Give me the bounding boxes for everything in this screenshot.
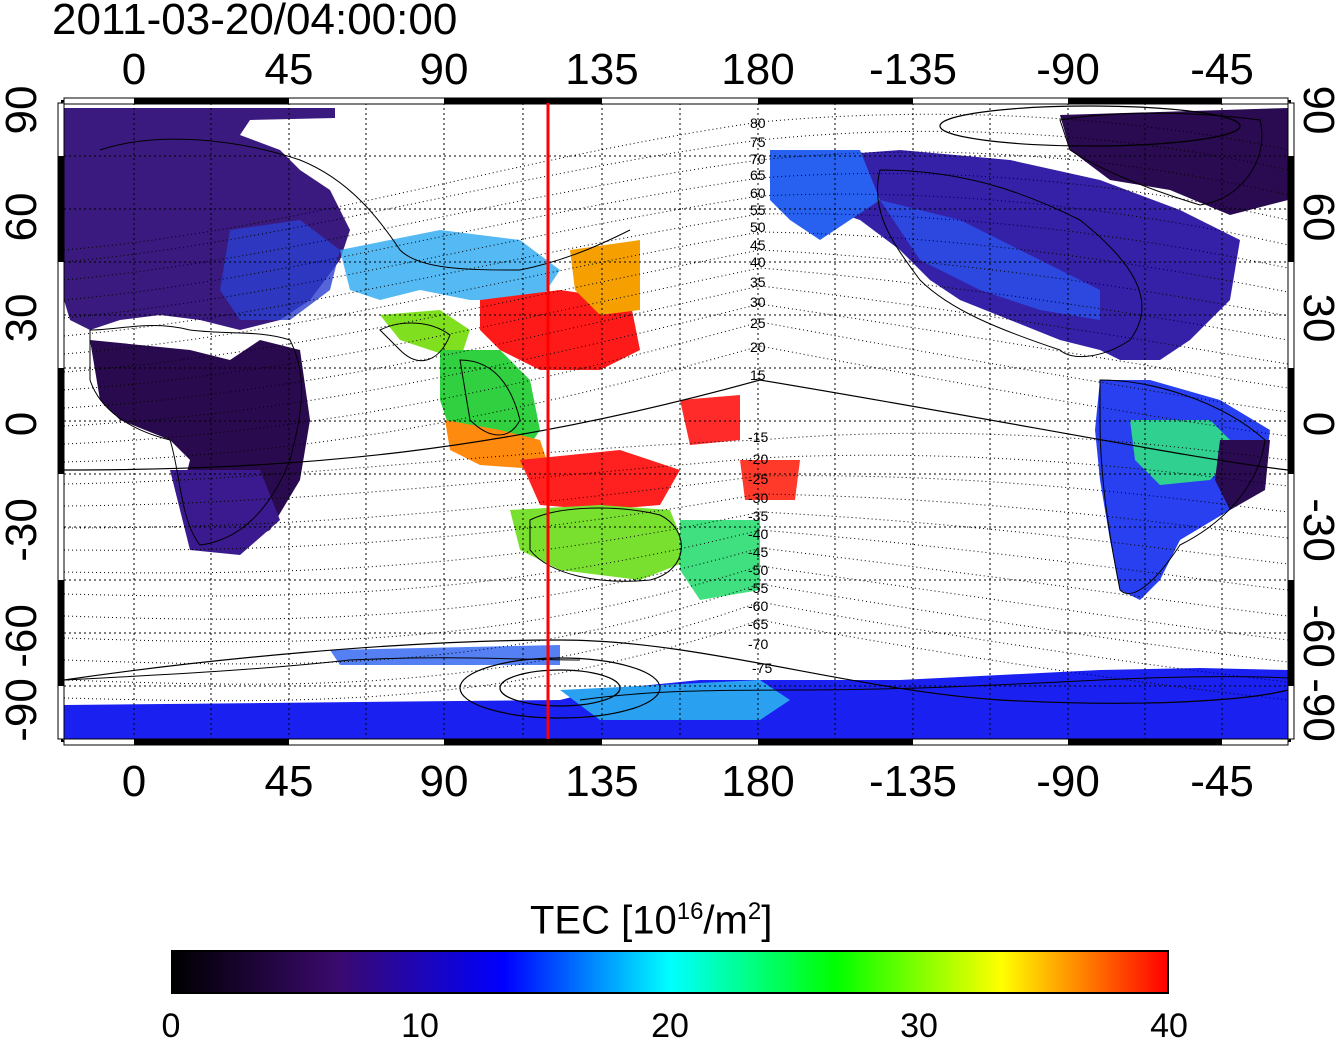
contour-label: 20 [750,339,766,355]
colorbar-label: TEC [1016/m2] [530,888,772,944]
tec-region-south-polar-band [330,645,560,665]
top-lon-tick: -90 [1036,45,1100,94]
tec-region-india [380,310,470,360]
contour-label: 35 [750,274,766,290]
contour-label: -70 [748,636,768,652]
contour-label: 80 [750,115,766,131]
colorbar-tick: 20 [651,1007,689,1045]
contour-label: 55 [750,202,766,218]
bottom-lon-tick: -45 [1190,757,1254,806]
top-lon-tick: -135 [868,45,958,94]
tec-region-south-africa [170,470,280,555]
colorbar-tick: 40 [1150,1007,1188,1045]
contour-label: 15 [750,367,766,383]
contour-label: -50 [748,562,768,578]
bottom-lon-tick: 0 [121,757,147,806]
contour-label: 65 [750,167,766,183]
contour-label: 25 [750,315,766,331]
tec-region-asia-cyan [340,230,560,300]
graticule [64,103,1288,739]
colorbar-tick: 30 [900,1007,938,1045]
magnetic-latitude-contours [64,113,1288,702]
contour-label: -55 [748,580,768,596]
contour-label: -30 [748,490,768,506]
top-lon-tick: 180 [721,45,795,94]
contour-label: 30 [750,294,766,310]
tec-region-europe-blue [220,220,340,320]
top-lon-tick: 90 [419,45,469,94]
bottom-lon-tick: -135 [868,757,958,806]
contour-label: 45 [750,237,766,253]
top-lon-tick: 0 [121,45,147,94]
bottom-lon-tick: 135 [565,757,639,806]
colorbar-label-sup2: 2 [747,898,762,925]
colorbar-tick: 10 [401,1007,439,1045]
top-lon-tick: 135 [565,45,639,94]
tec-region-brazil-dark [1215,440,1270,510]
tec-region-pacific-red2 [740,460,800,500]
top-lon-tick: 45 [264,45,314,94]
contour-label: -45 [748,544,768,560]
contour-label: 40 [750,254,766,270]
tec-region-indonesia [445,420,550,470]
top-lon-tick: -45 [1190,45,1254,94]
contour-label: -65 [748,616,768,632]
contour-label: -75 [752,660,772,676]
colorbar-label-end: ] [761,898,773,943]
contour-label: 75 [750,134,766,150]
contour-label: 70 [750,151,766,167]
bottom-lon-tick: -90 [1036,757,1100,806]
frame-bars [57,97,1295,746]
coastlines [64,112,1288,701]
contour-labels: 80 75 70 65 60 55 50 45 40 35 30 25 20 1… [748,115,772,676]
tec-region-alaska-blue [770,150,880,240]
colorbar-label-sup1: 16 [676,898,704,925]
solid-contours [64,105,1288,719]
contour-label: -60 [748,598,768,614]
contour-label: 50 [750,219,766,235]
contour-label: -25 [748,471,768,487]
contour-label: 60 [750,185,766,201]
contour-label: -40 [748,526,768,542]
colorbar-label-mid: /m [703,898,748,943]
contour-label: -35 [748,508,768,524]
tec-region-australia-north [520,450,680,510]
map-title: 2011-03-20/04:00:00 [52,0,458,44]
tec-region-brazil-green [1130,420,1240,485]
tec-colorbar [171,950,1169,994]
bottom-lon-tick: 180 [721,757,795,806]
tec-region-greenland [1060,108,1288,215]
colorbar-tick: 0 [161,1007,181,1045]
tec-region-australia [510,505,690,580]
colorbar-label-main: TEC [10 [530,898,677,943]
bottom-lon-tick: 45 [264,757,314,806]
bottom-lon-tick: 90 [419,757,469,806]
contour-label: -15 [748,429,768,445]
contour-label: -20 [748,451,768,467]
tec-region-japan [570,240,640,315]
tec-region-pacific-red [680,395,740,445]
